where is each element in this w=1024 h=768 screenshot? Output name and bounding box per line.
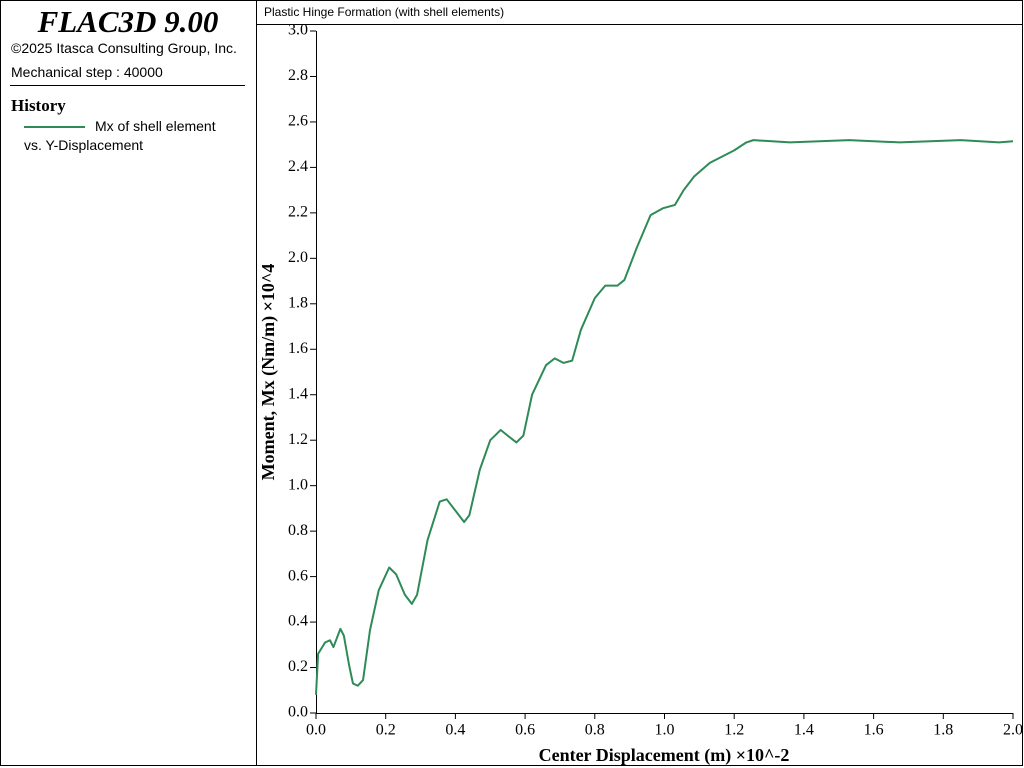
y-tick-label: 1.0	[288, 476, 308, 493]
x-tick-label: 1.4	[794, 722, 814, 739]
chart-title: Plastic Hinge Formation (with shell elem…	[264, 5, 504, 19]
y-tick-label: 1.2	[288, 431, 308, 448]
y-tick-label: 0.0	[288, 704, 308, 721]
x-tick-label: 0.4	[445, 722, 465, 739]
x-tick-label: 2.0	[1003, 722, 1023, 739]
y-tick-label: 2.8	[288, 67, 308, 84]
x-axis-label: Center Displacement (m) ×10^-2	[539, 745, 790, 766]
x-tick-label: 1.8	[933, 722, 953, 739]
y-axis-label: Moment, Mx (Nm/m) ×10^4	[258, 264, 279, 481]
y-tick-label: 2.2	[288, 204, 308, 221]
copyright: ©2025 Itasca Consulting Group, Inc.	[11, 40, 237, 56]
y-tick-label: 2.6	[288, 113, 308, 130]
y-tick-label: 0.8	[288, 522, 308, 539]
x-tick-label: 1.0	[655, 722, 675, 739]
x-tick-label: 1.6	[864, 722, 884, 739]
y-tick-label: 1.6	[288, 340, 308, 357]
y-tick-label: 1.8	[288, 294, 308, 311]
legend: Mx of shell element vs. Y-Displacement	[24, 117, 236, 155]
y-tick-label: 2.4	[288, 158, 308, 175]
data-line	[315, 139, 1014, 695]
app-title: FLAC3D 9.00	[37, 4, 219, 39]
y-tick-label: 2.0	[288, 249, 308, 266]
x-tick-label: 0.0	[306, 722, 326, 739]
x-tick-label: 0.8	[585, 722, 605, 739]
y-tick-label: 3.0	[288, 22, 308, 39]
x-tick-label: 0.2	[376, 722, 396, 739]
y-tick-label: 0.2	[288, 658, 308, 675]
legend-label: Mx of shell element vs. Y-Displacement	[24, 118, 216, 153]
x-tick-label: 1.2	[724, 722, 744, 739]
y-tick-label: 0.4	[288, 613, 308, 630]
y-tick-label: 0.6	[288, 567, 308, 584]
y-tick-label: 1.4	[288, 385, 308, 402]
legend-swatch	[24, 126, 85, 129]
section-title: History	[11, 96, 66, 115]
step-label: Mechanical step : 40000	[11, 64, 163, 80]
x-tick-label: 0.6	[515, 722, 535, 739]
